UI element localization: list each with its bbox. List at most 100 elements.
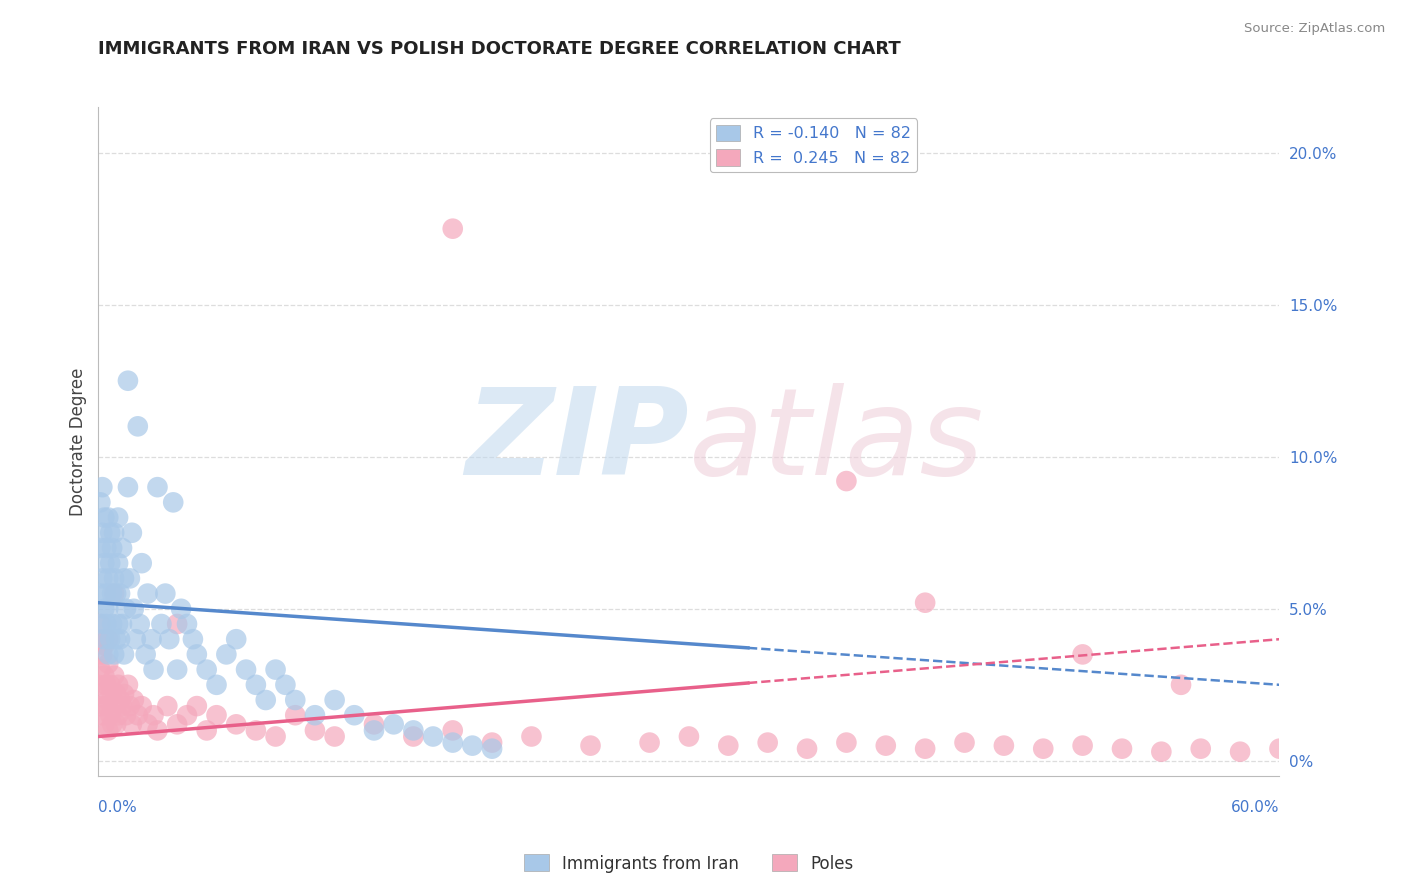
Point (284, 693, 307, 707)
Point (107, 556, 129, 570)
Point (402, 730, 425, 744)
Point (112, 648, 135, 662)
Point (122, 601, 145, 615)
Point (422, 730, 444, 744)
Point (166, 663, 188, 677)
Point (97, 723, 120, 738)
Point (481, 741, 503, 756)
Point (245, 678, 267, 692)
Point (1268, 741, 1291, 756)
Point (142, 708, 165, 723)
Point (97, 571, 120, 585)
Point (103, 525, 125, 540)
Point (108, 632, 131, 647)
Point (107, 678, 129, 692)
Point (127, 708, 149, 723)
Point (89, 699, 111, 714)
Point (127, 419, 149, 434)
Point (914, 596, 936, 610)
Point (91, 525, 114, 540)
Point (117, 480, 139, 494)
Point (105, 632, 128, 647)
Point (103, 648, 125, 662)
Point (461, 739, 484, 753)
Point (146, 723, 169, 738)
Point (97, 510, 120, 524)
Point (101, 687, 124, 701)
Point (96, 617, 118, 632)
Point (363, 717, 385, 731)
Point (914, 741, 936, 756)
Point (382, 717, 405, 731)
Point (186, 699, 208, 714)
Point (112, 687, 135, 701)
Point (274, 678, 297, 692)
Point (105, 687, 128, 701)
Point (89, 586, 111, 600)
Point (835, 735, 858, 749)
Point (264, 730, 287, 744)
Point (235, 663, 257, 677)
Point (117, 678, 139, 692)
Point (131, 556, 153, 570)
Point (579, 739, 602, 753)
Point (205, 678, 228, 692)
Point (93, 510, 115, 524)
Point (150, 617, 173, 632)
Point (993, 739, 1015, 753)
Point (96, 586, 118, 600)
Point (441, 221, 464, 235)
Point (195, 723, 218, 738)
Point (520, 730, 543, 744)
Point (97, 693, 120, 707)
Point (98, 708, 121, 723)
Point (96, 678, 118, 692)
Point (93, 638, 115, 652)
Point (91, 708, 114, 723)
Point (93, 632, 115, 647)
Point (91, 687, 114, 701)
Point (103, 571, 125, 585)
Point (953, 735, 976, 749)
Point (93, 556, 115, 570)
Point (101, 586, 124, 600)
Point (98, 632, 121, 647)
Point (155, 586, 177, 600)
Point (875, 739, 897, 753)
Point (835, 474, 858, 488)
Text: 60.0%: 60.0% (1232, 800, 1279, 814)
Point (156, 699, 179, 714)
Point (121, 525, 143, 540)
Point (1071, 739, 1094, 753)
Point (157, 632, 180, 647)
Point (1032, 741, 1054, 756)
Point (1150, 745, 1173, 759)
Point (166, 617, 188, 632)
Point (1229, 745, 1251, 759)
Point (1071, 648, 1094, 662)
Point (176, 708, 198, 723)
Point (97, 648, 120, 662)
Point (96, 541, 118, 555)
Point (1170, 678, 1192, 692)
Text: 0.0%: 0.0% (98, 800, 138, 814)
Point (105, 586, 128, 600)
Point (115, 601, 138, 615)
Point (284, 708, 307, 723)
Point (111, 699, 134, 714)
Point (254, 693, 277, 707)
Legend: R = -0.140   N = 82, R =  0.245   N = 82: R = -0.140 N = 82, R = 0.245 N = 82 (710, 119, 917, 172)
Point (162, 495, 184, 509)
Point (105, 717, 128, 731)
Point (117, 374, 139, 388)
Point (89, 541, 111, 555)
Point (93, 717, 115, 731)
Point (91, 617, 114, 632)
Legend: Immigrants from Iran, Poles: Immigrants from Iran, Poles (517, 847, 860, 880)
Point (111, 541, 134, 555)
Point (115, 708, 138, 723)
Point (101, 717, 124, 731)
Y-axis label: Doctorate Degree: Doctorate Degree (69, 368, 87, 516)
Point (103, 699, 125, 714)
Point (176, 617, 198, 632)
